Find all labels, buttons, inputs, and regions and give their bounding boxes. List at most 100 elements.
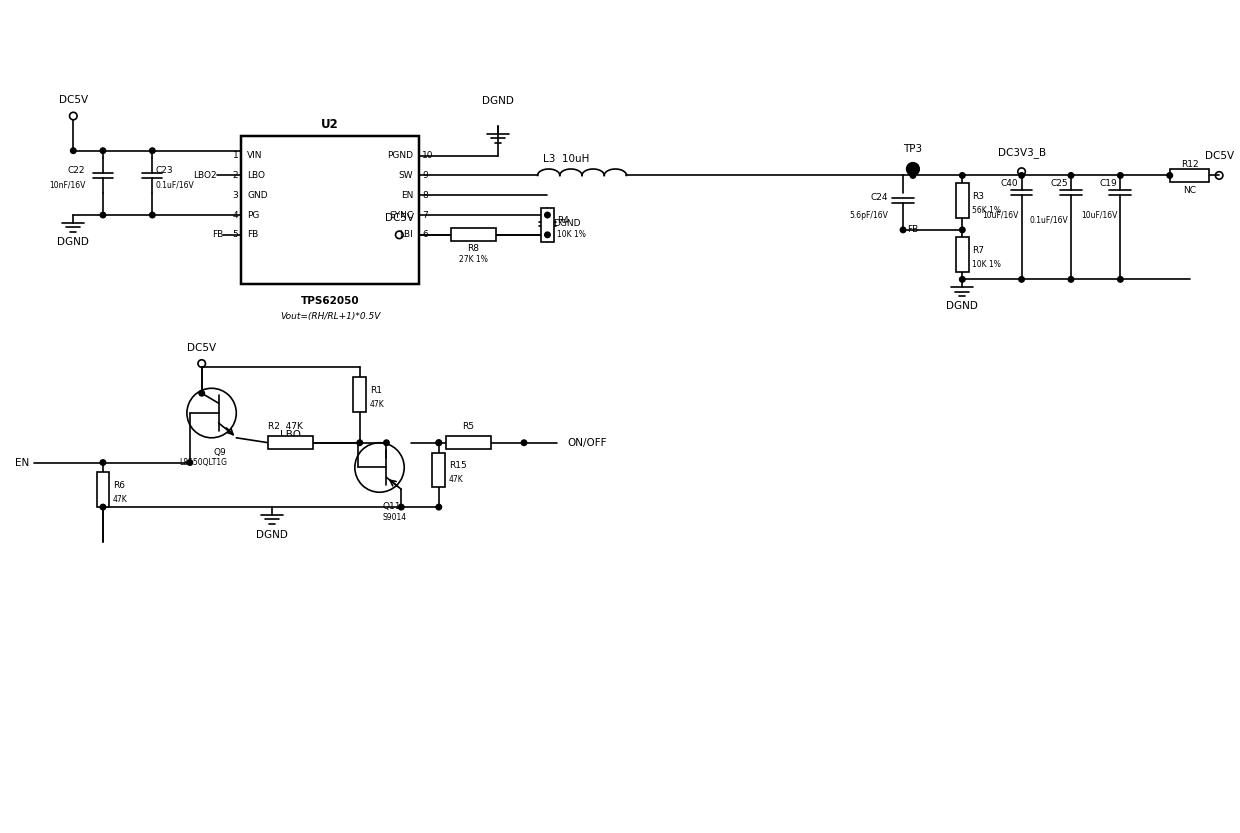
Text: 6: 6 [422,231,428,239]
Text: Q9: Q9 [213,447,227,456]
Text: 3: 3 [233,191,238,200]
Circle shape [150,148,155,153]
Text: C25: C25 [1050,179,1068,188]
Text: DGND: DGND [255,530,288,540]
Text: L8550QLT1G: L8550QLT1G [180,457,228,466]
Text: S9014: S9014 [382,513,407,522]
Text: 10uF/16V: 10uF/16V [1081,211,1117,220]
Text: R8: R8 [467,244,480,253]
Circle shape [150,212,155,217]
Bar [353,377,366,412]
Circle shape [187,460,192,466]
Text: R12: R12 [1180,160,1198,169]
Text: ON/OFF: ON/OFF [567,437,606,447]
Circle shape [544,232,551,237]
Circle shape [960,227,965,232]
Text: GND: GND [247,191,268,200]
Text: PGND: PGND [387,151,413,160]
Text: 27K 1%: 27K 1% [459,255,487,264]
Text: 0.1uF/16V: 0.1uF/16V [155,181,193,190]
Text: R3: R3 [972,192,985,201]
Text: EN: EN [401,191,413,200]
Text: DC5V: DC5V [58,95,88,105]
Circle shape [960,277,965,282]
Circle shape [100,460,105,466]
Text: 47K: 47K [449,476,464,484]
Text: 9: 9 [422,171,428,180]
Text: 47K: 47K [113,495,128,504]
Text: EN: EN [15,457,29,467]
Text: R6: R6 [113,481,125,491]
Text: LBO: LBO [247,171,265,180]
Circle shape [1167,172,1173,178]
Circle shape [436,440,441,446]
Circle shape [1019,172,1024,178]
Text: LBO: LBO [279,430,300,440]
Circle shape [100,504,105,510]
Circle shape [383,440,389,446]
Text: 56K 1%: 56K 1% [972,206,1001,215]
Bar [956,237,968,272]
Circle shape [1068,277,1074,282]
Text: 5.6pF/16V: 5.6pF/16V [849,211,888,220]
Text: 2: 2 [233,171,238,180]
Circle shape [1117,172,1123,178]
Text: R5: R5 [463,421,475,431]
Text: 47K: 47K [370,400,384,409]
Bar [1169,169,1209,182]
Text: DC5V: DC5V [187,342,216,352]
Text: Vout=(RH/RL+1)*0.5V: Vout=(RH/RL+1)*0.5V [280,312,381,321]
Text: 5: 5 [233,231,238,239]
Bar [433,452,445,487]
Text: FB: FB [906,226,919,234]
Circle shape [521,440,527,446]
Text: R7: R7 [972,247,985,255]
Text: R2  47K: R2 47K [268,421,303,431]
Circle shape [198,391,205,396]
Text: C24: C24 [870,192,888,202]
Text: LBO2: LBO2 [193,171,217,180]
Text: C23: C23 [155,166,172,175]
Text: 10nF/16V: 10nF/16V [48,181,86,190]
Circle shape [1117,277,1123,282]
Circle shape [544,212,551,217]
Text: Q11: Q11 [382,502,401,511]
Text: SW: SW [398,171,413,180]
Text: R1: R1 [370,386,382,395]
Text: FB: FB [212,231,223,239]
Text: DGND: DGND [482,96,515,106]
Text: R4: R4 [557,217,569,226]
Text: DGND: DGND [553,219,580,228]
Text: TP3: TP3 [904,143,923,153]
Text: DC3V3_B: DC3V3_B [997,147,1045,157]
Text: FB: FB [247,231,258,239]
Text: 10: 10 [422,151,434,160]
Bar [451,228,496,242]
Circle shape [100,212,105,217]
Text: 7: 7 [422,211,428,220]
Text: 1: 1 [233,151,238,160]
Text: 8: 8 [422,191,428,200]
Text: C40: C40 [1001,179,1018,188]
Text: L3  10uH: L3 10uH [543,153,589,163]
Text: SYNC: SYNC [389,211,413,220]
Text: 10K 1%: 10K 1% [972,260,1001,269]
Bar [268,436,312,449]
Circle shape [357,440,362,446]
Text: C19: C19 [1100,179,1117,188]
Text: 4: 4 [233,211,238,220]
Text: PG: PG [247,211,259,220]
Text: LBI: LBI [399,231,413,239]
Circle shape [910,172,915,178]
Bar [242,136,419,284]
Text: DGND: DGND [57,237,89,247]
Circle shape [71,148,76,153]
Circle shape [960,172,965,178]
Text: 10K 1%: 10K 1% [557,231,587,239]
Bar [97,472,109,507]
Circle shape [1068,172,1074,178]
Circle shape [436,440,441,446]
Circle shape [398,504,404,510]
Circle shape [900,227,905,232]
Text: VIN: VIN [247,151,263,160]
